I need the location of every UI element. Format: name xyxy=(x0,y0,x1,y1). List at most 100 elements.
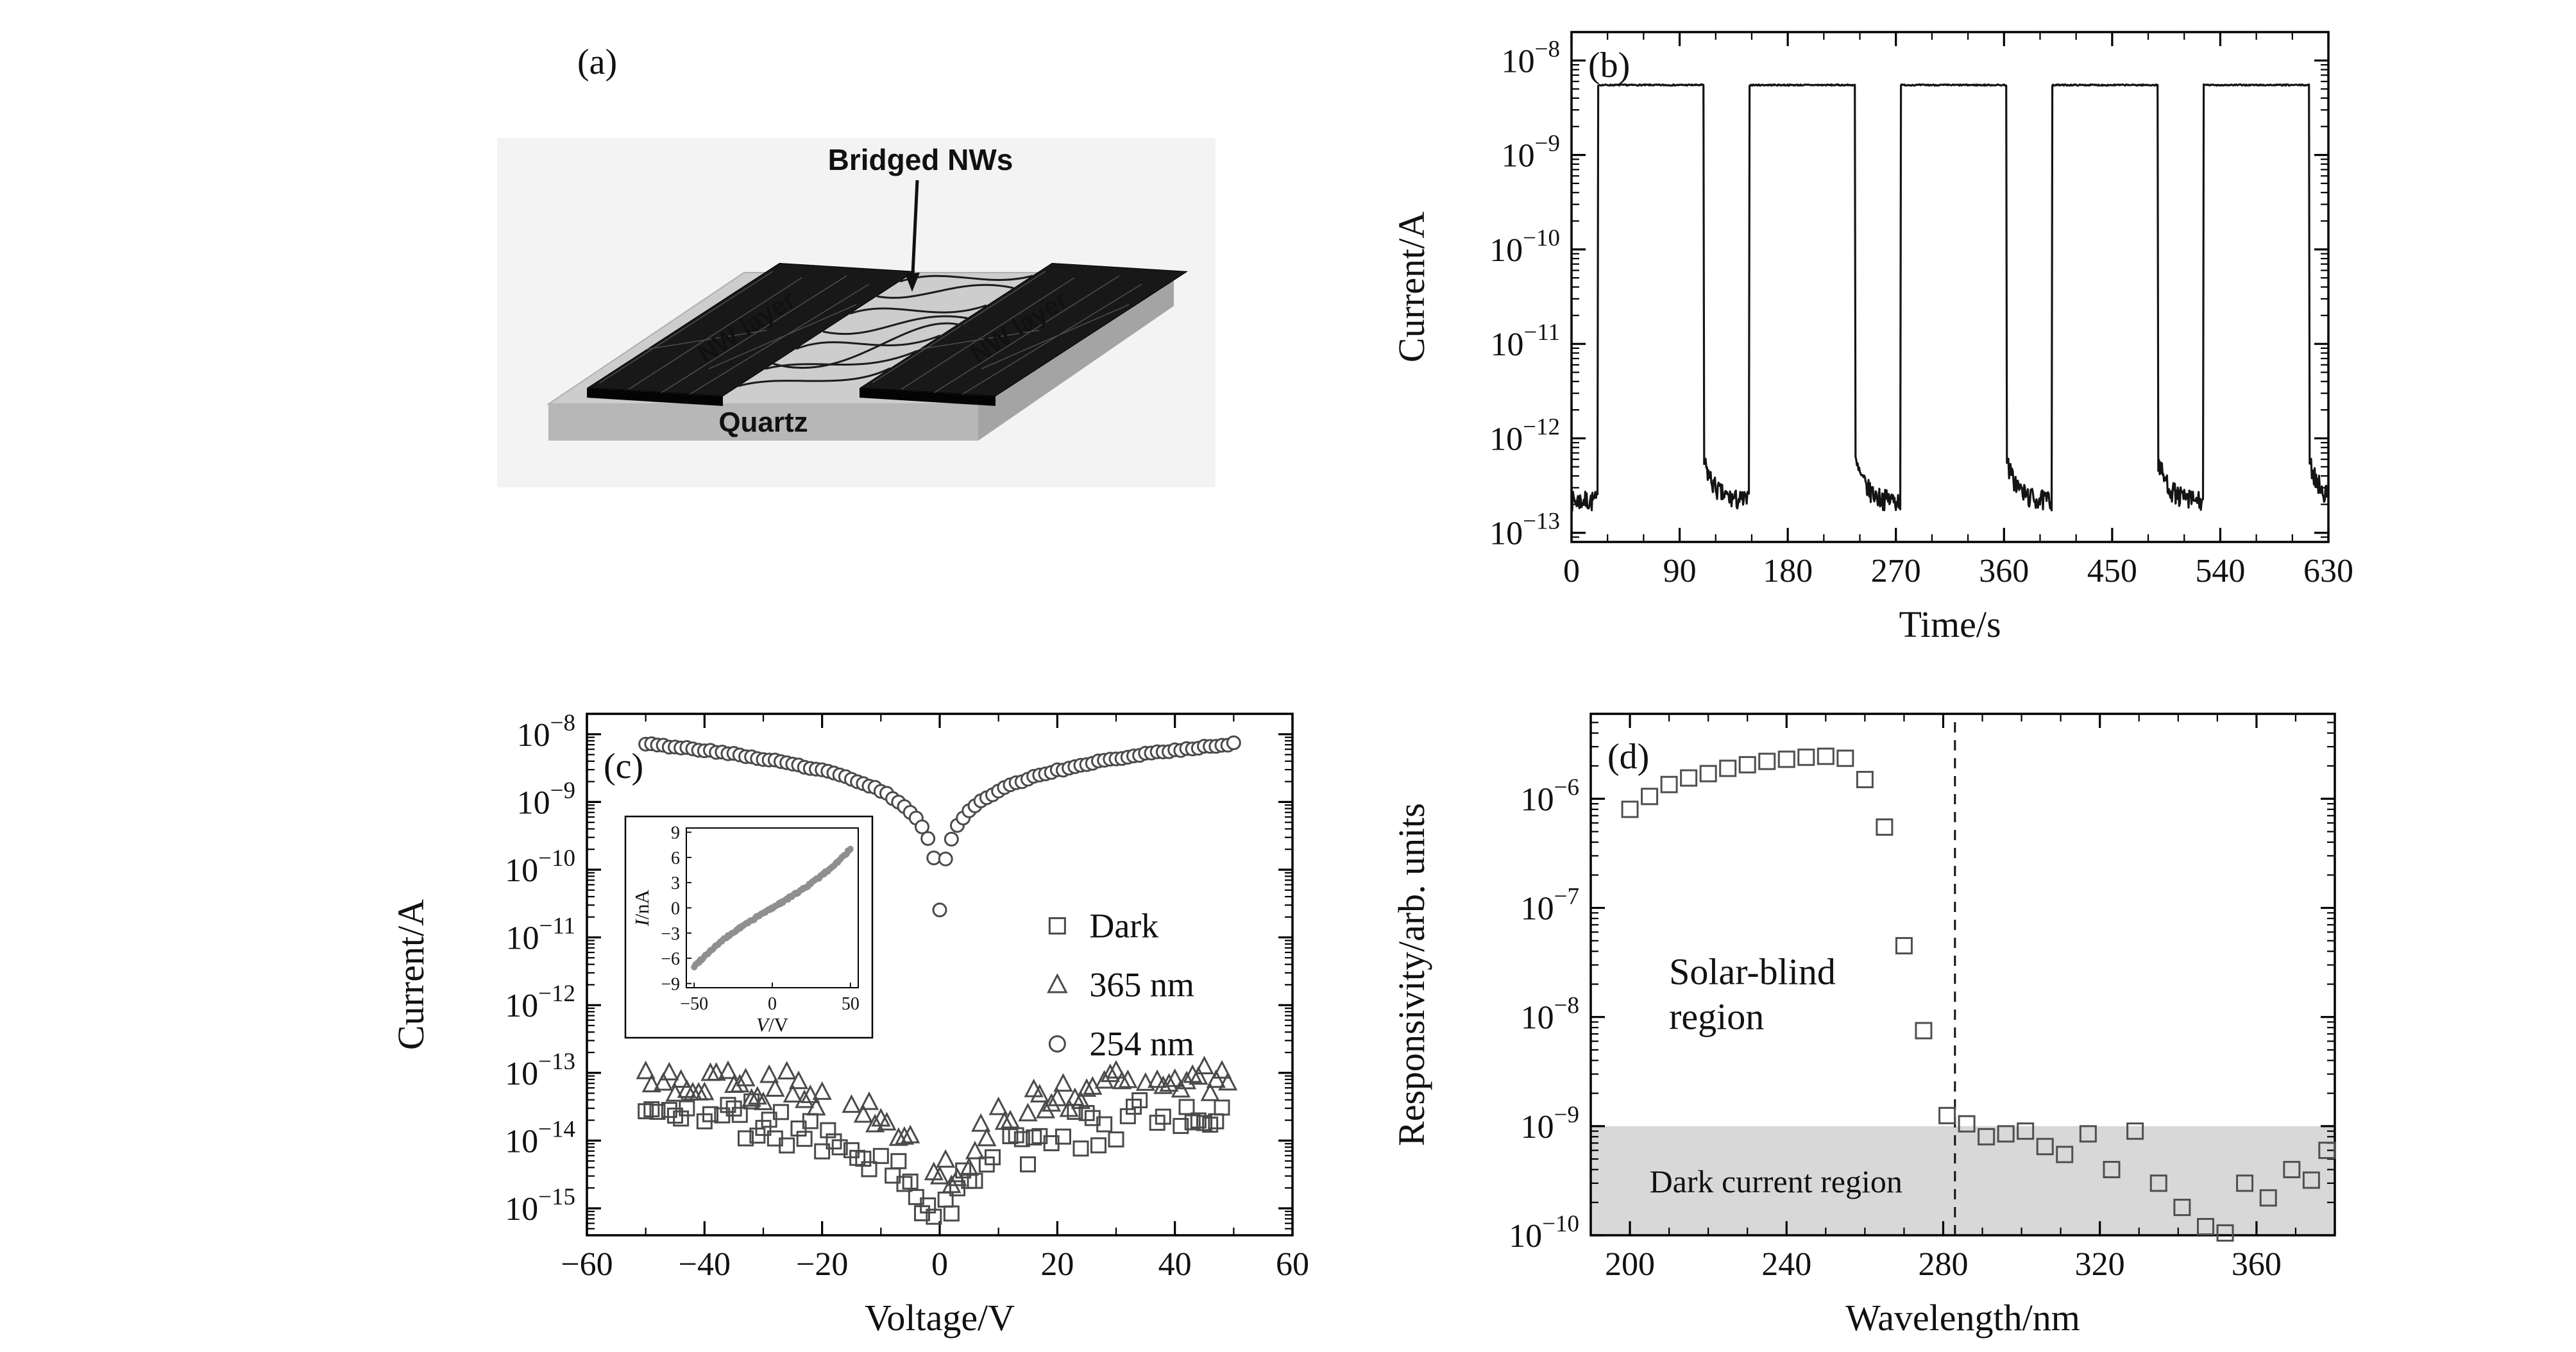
data-point-Dark xyxy=(872,1147,889,1164)
data-point-365nm xyxy=(1165,1068,1185,1087)
responsivity-point xyxy=(2103,1161,2121,1179)
data-point-Dark xyxy=(720,1097,736,1113)
data-point-Dark xyxy=(1078,1104,1095,1121)
inset-y-tick-label: 6 xyxy=(671,849,680,868)
data-point-Dark xyxy=(731,1106,748,1123)
responsivity-point xyxy=(1641,788,1659,806)
data-point-365nm xyxy=(959,1157,979,1176)
data-point-365nm xyxy=(1206,1069,1226,1088)
data-point-365nm xyxy=(901,1124,920,1144)
data-point-Dark xyxy=(908,1188,924,1205)
data-point-365nm xyxy=(777,1061,797,1080)
panel-b: 0 90 180 270 360 450 540 630 10−13 10−12 10−11 10−1… xyxy=(1373,3,2386,689)
x-tick-label: −20 xyxy=(796,1246,848,1283)
y-tick-label: 10−10 xyxy=(1509,1211,1579,1255)
data-point-Dark xyxy=(738,1130,754,1147)
data-point-Dark xyxy=(649,1104,666,1120)
y-tick-label: 10−6 xyxy=(1521,774,1579,818)
data-point-Dark xyxy=(755,1120,772,1137)
y-tick-label: 10−12 xyxy=(505,981,575,1024)
responsivity-point xyxy=(1680,769,1698,787)
data-point-365nm xyxy=(783,1084,802,1103)
data-point-365nm xyxy=(877,1111,897,1131)
data-point-Dark xyxy=(1055,1128,1071,1145)
data-point-Dark xyxy=(985,1149,1001,1165)
data-point-Dark xyxy=(1149,1115,1165,1131)
data-point-Dark xyxy=(826,1133,842,1150)
y-tick-label: 10−9 xyxy=(1502,131,1560,174)
y-tick-label: 10−13 xyxy=(1489,509,1560,552)
legend-marker-circle xyxy=(1048,1035,1066,1053)
x-tick-label: 450 xyxy=(2087,553,2137,589)
y-tick-label: 10−9 xyxy=(517,777,575,821)
data-point-Dark xyxy=(1131,1092,1148,1109)
data-point-Dark xyxy=(943,1205,960,1222)
data-point-365nm xyxy=(1112,1070,1132,1090)
inset-x-tick-label: −50 xyxy=(680,994,708,1014)
x-tick-label: 180 xyxy=(1763,553,1813,589)
data-point-365nm xyxy=(936,1149,956,1168)
data-point-365nm xyxy=(1106,1060,1126,1079)
responsivity-point xyxy=(1856,770,1874,788)
nanowire xyxy=(849,304,987,315)
data-point-365nm xyxy=(718,1060,738,1079)
quartz-label: Quartz xyxy=(718,407,808,438)
data-point-365nm xyxy=(730,1074,750,1093)
data-point-365nm xyxy=(1200,1082,1220,1101)
data-point-Dark xyxy=(1013,1131,1030,1147)
data-point-365nm xyxy=(1094,1070,1114,1089)
axis-frame xyxy=(1589,713,2336,1237)
inset-y-tick-label: −9 xyxy=(661,974,680,994)
x-tick-label: 0 xyxy=(1563,553,1580,589)
data-point-365nm xyxy=(1000,1110,1021,1129)
bridged-nws-arrowhead xyxy=(905,273,920,292)
data-point-Dark xyxy=(773,1104,789,1120)
data-point-Dark xyxy=(1072,1140,1089,1157)
y-tick-label: 10−7 xyxy=(1521,884,1579,927)
responsivity-point xyxy=(1915,1022,1933,1040)
solar-blind-annotation: Solar-blind xyxy=(1669,951,1836,992)
nw-layer-right: NW layer xyxy=(860,263,1188,406)
data-point-365nm xyxy=(795,1089,815,1108)
data-point-365nm xyxy=(641,1074,661,1093)
data-point-365nm xyxy=(1024,1078,1044,1097)
data-point-365nm xyxy=(695,1081,715,1101)
data-point-365nm xyxy=(965,1140,985,1160)
data-point-365nm xyxy=(788,1070,809,1090)
nanowire xyxy=(876,283,1014,299)
y-tick-label: 10−8 xyxy=(1502,36,1560,80)
data-point-Dark xyxy=(1119,1108,1136,1124)
y-tick-label: 10−14 xyxy=(505,1116,575,1160)
responsivity-point xyxy=(1758,752,1776,770)
responsivity-chart: 200 240 280 320 360 10−10 10−9 10−8 10−7 10−6 Wave… xyxy=(1391,713,2336,1339)
data-point-Dark xyxy=(1178,1099,1195,1115)
inset-y-tick-label: 3 xyxy=(671,874,680,893)
x-axis-label: Time/s xyxy=(1899,604,2001,645)
responsivity-point xyxy=(1777,750,1795,768)
solar-blind-annotation: region xyxy=(1669,995,1764,1037)
data-point-Dark xyxy=(920,1197,936,1213)
x-tick-label: 90 xyxy=(1663,553,1697,589)
y-axis-label: Responsivity/arb. units xyxy=(1391,803,1432,1146)
photocurrent-trace xyxy=(1570,83,2329,512)
responsivity-point xyxy=(1958,1115,1976,1133)
nanowire xyxy=(822,315,968,335)
x-tick-label: 630 xyxy=(2303,553,2353,589)
data-point-365nm xyxy=(977,1128,997,1147)
panel-label: (c) xyxy=(604,747,643,786)
data-point-365nm xyxy=(894,1126,915,1145)
nanowire xyxy=(795,334,941,350)
data-point-365nm xyxy=(1018,1103,1038,1122)
data-point-365nm xyxy=(671,1069,691,1088)
axis-frame xyxy=(1570,31,2330,543)
responsivity-point xyxy=(2173,1199,2191,1217)
y-tick-label: 10−12 xyxy=(1489,414,1560,457)
y-tick-label: 10−13 xyxy=(505,1049,575,1092)
panel-a-label: (a) xyxy=(577,42,618,82)
responsivity-point xyxy=(1621,800,1639,818)
responsivity-point xyxy=(1738,756,1756,773)
data-point-365nm xyxy=(806,1097,826,1116)
data-point-254nm xyxy=(932,902,947,918)
x-tick-label: −60 xyxy=(561,1246,613,1283)
data-point-254nm xyxy=(944,831,959,847)
